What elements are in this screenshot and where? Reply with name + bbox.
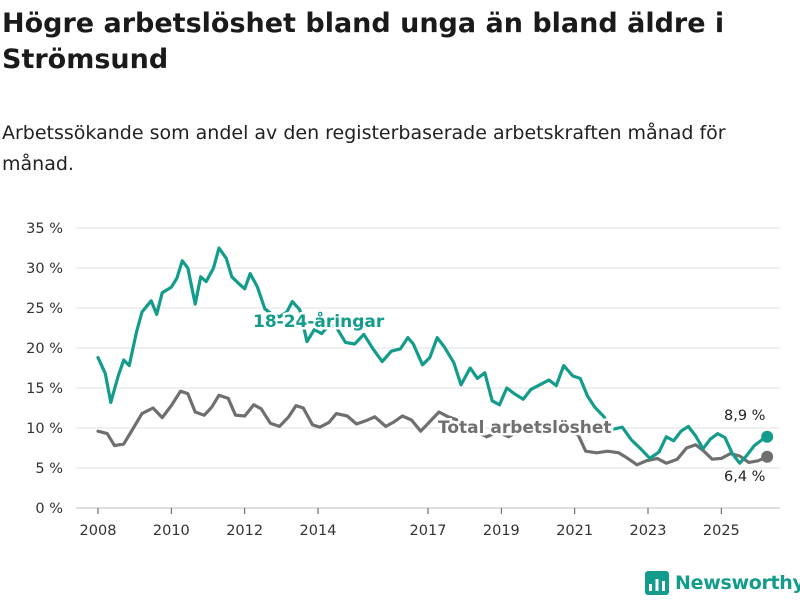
series-labels: 18-24-åringar Total arbetslöshet 8,9 % 6… [251,308,766,486]
y-tick-label: 10 % [26,421,63,437]
chart-title: Högre arbetslöshet bland unga än bland ä… [2,8,725,75]
grid-lines [76,227,780,509]
y-tick-label: 35 % [26,221,63,237]
y-tick-label: 30 % [26,261,63,277]
y-axis-ticks: 0 % 5 % 10 % 15 % 20 % 25 % 30 % 35 % [26,221,63,517]
x-tick-label: 2010 [153,523,190,539]
x-tick-label: 2012 [226,523,263,539]
brand-logo: Newsworthy [645,569,800,597]
bar-chart-logo-icon [645,571,669,595]
x-tick-label: 2019 [483,523,520,539]
y-tick-label: 25 % [26,301,63,317]
series-line-18-24 [96,246,769,465]
x-tick-label: 2008 [80,523,117,539]
y-tick-label: 5 % [35,461,63,477]
y-tick-label: 20 % [26,341,63,357]
x-tick-label: 2023 [630,523,667,539]
end-value-label-18-24: 8,9 % [724,408,765,424]
series-line-total [96,389,769,467]
series-label-total: Total arbetslöshet [438,418,612,438]
x-tick-label: 2025 [703,523,740,539]
y-tick-label: 15 % [26,381,63,397]
x-tick-label: 2021 [556,523,593,539]
series-lines [96,246,774,467]
end-point-total [761,450,774,463]
brand-name: Newsworthy [675,572,800,594]
chart-subtitle: Arbetssökande som andel av den registerb… [2,122,726,175]
end-point-18-24 [761,430,774,443]
series-label-18-24: 18-24-åringar [253,310,385,332]
end-value-label-total: 6,4 % [724,469,765,485]
x-tick-label: 2014 [300,523,337,539]
x-axis-ticks: 2008 2010 2012 2014 2017 2019 2021 2023 2025 [80,508,740,539]
y-tick-label: 0 % [35,501,63,517]
x-tick-label: 2017 [410,523,447,539]
